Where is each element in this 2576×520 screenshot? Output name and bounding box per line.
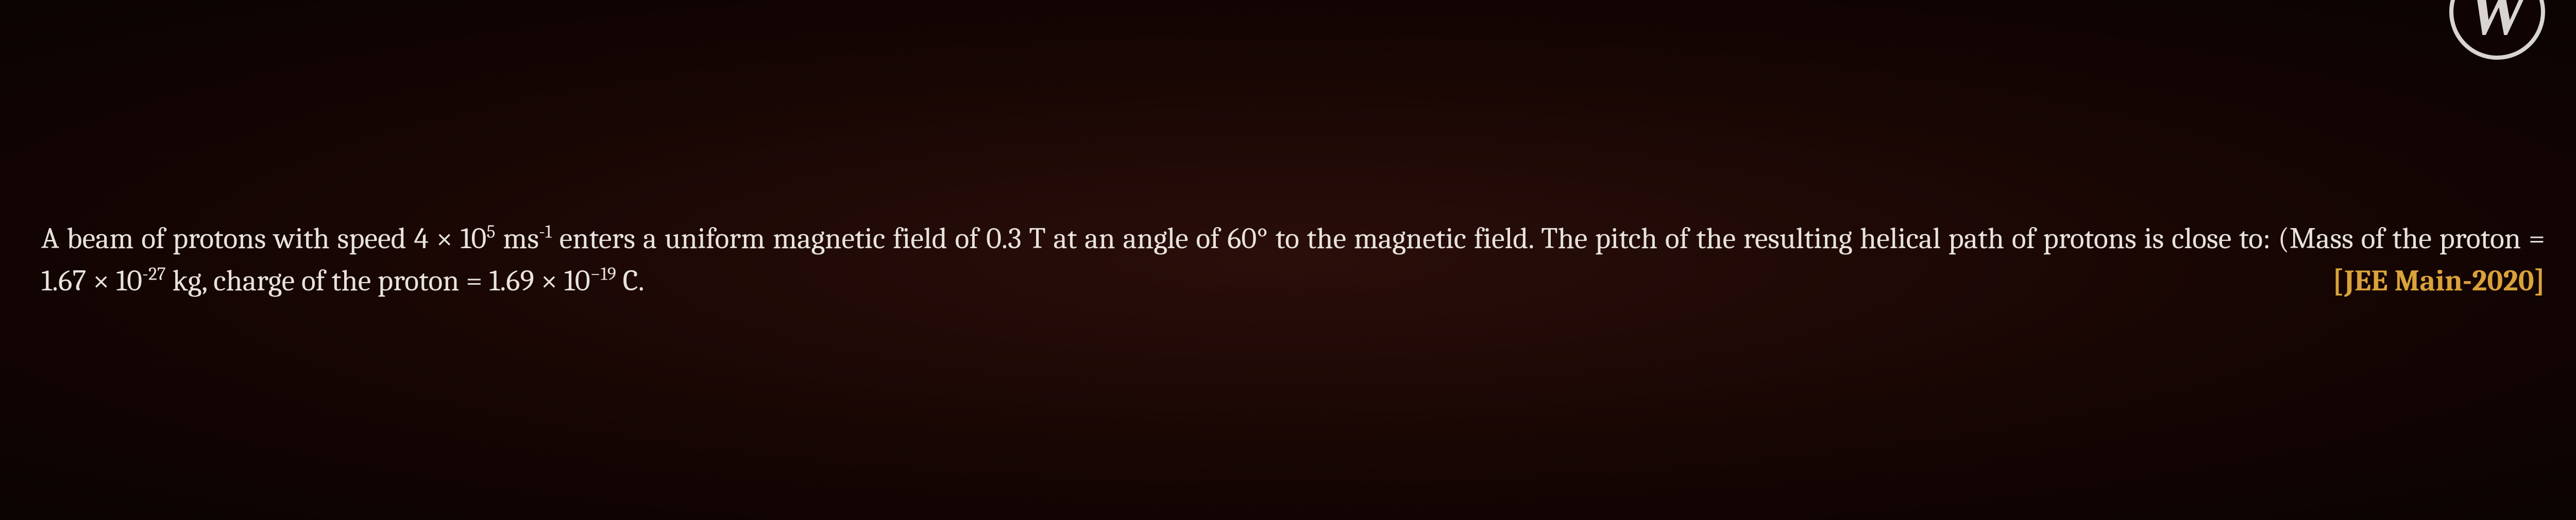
exponent-2: -1 [539, 221, 552, 242]
exponent-4: −19 [590, 264, 616, 285]
logo-badge: W [2449, 0, 2545, 60]
exponent-3: -27 [142, 264, 166, 285]
question-text: A beam of protons with speed 4 × 105 ms-… [41, 218, 2545, 303]
exponent-1: 5 [486, 221, 495, 242]
text-seg-4: kg, charge of the proton = 1.69 × 10 [166, 264, 590, 298]
text-seg-5: C. [616, 264, 645, 298]
exam-tag: [JEE Main-2020] [2332, 260, 2545, 302]
text-seg-1: A beam of protons with speed 4 × 10 [41, 221, 486, 256]
question-block: A beam of protons with speed 4 × 105 ms-… [0, 207, 2576, 313]
text-seg-2: ms [495, 221, 539, 256]
logo-letter: W [2467, 0, 2527, 50]
